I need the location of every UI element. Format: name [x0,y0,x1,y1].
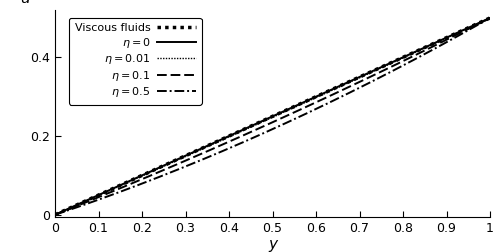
X-axis label: y: y [268,237,277,252]
Y-axis label: u: u [20,0,30,6]
Legend: Viscous fluids, $\eta = 0$, $\eta = 0.01$, $\eta = 0.1$, $\eta = 0.5$: Viscous fluids, $\eta = 0$, $\eta = 0.01… [70,18,202,105]
